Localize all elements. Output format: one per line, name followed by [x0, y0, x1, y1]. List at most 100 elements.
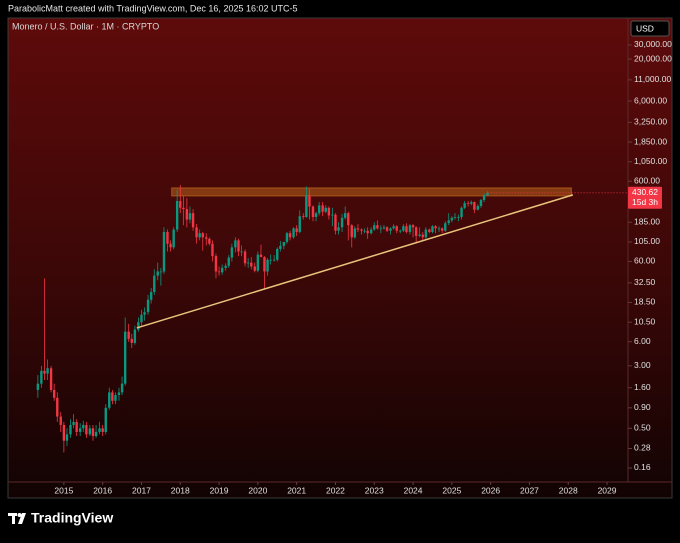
candle-body: [111, 392, 114, 401]
candle-body: [59, 416, 62, 425]
brand-logo: [8, 513, 26, 524]
candle-body: [72, 421, 75, 425]
candle-body: [447, 220, 450, 224]
candle-body: [399, 230, 402, 232]
candle-body: [123, 331, 127, 384]
candle-body: [353, 228, 357, 238]
candle-body: [402, 226, 405, 231]
candle-body: [52, 390, 56, 398]
candle-body: [424, 229, 428, 238]
candle-body: [146, 299, 150, 313]
candle-body: [94, 431, 98, 437]
candle-body: [470, 202, 473, 204]
candle-body: [437, 228, 441, 230]
candle-body: [288, 233, 292, 238]
candle-body: [230, 247, 234, 258]
candle-body: [269, 259, 272, 261]
candle-body: [457, 217, 460, 218]
candle-body: [169, 243, 172, 248]
candle-body: [153, 275, 156, 292]
y-tick-label: 0.90: [634, 402, 651, 412]
currency-box: [630, 20, 670, 37]
candle-body: [376, 225, 379, 229]
candle-body: [130, 338, 133, 343]
candle-body: [253, 266, 256, 271]
candle-body: [69, 424, 72, 435]
candle-body: [347, 213, 350, 226]
symbol-title: Monero / U.S. Dollar · 1M · CRYPTO: [12, 21, 159, 31]
candle-body: [172, 229, 175, 248]
candle-body: [263, 257, 266, 272]
candle-body: [356, 228, 360, 230]
y-tick-label: 0.28: [634, 443, 651, 453]
candle-body: [227, 257, 230, 266]
candle-body: [120, 383, 124, 393]
candle-body: [343, 213, 347, 218]
y-tick-label: 10.50: [634, 316, 656, 326]
candle-body: [246, 262, 250, 264]
x-tick-label: 2028: [559, 485, 578, 495]
y-tick-label: 1.60: [634, 382, 651, 392]
plot: [36, 184, 574, 453]
candle-body: [40, 370, 43, 384]
candle-body: [421, 234, 424, 238]
candle-body: [308, 195, 311, 207]
candle-body: [156, 271, 159, 276]
candle-body: [379, 228, 383, 230]
x-tick-label: 2027: [520, 485, 539, 495]
candle-body: [114, 394, 117, 401]
y-tick-label: 30,000.00: [634, 39, 672, 49]
y-tick-label: 1,850.00: [634, 136, 667, 146]
candle-body: [282, 241, 286, 246]
candle-body: [476, 205, 480, 210]
x-tick-label: 2029: [598, 485, 617, 495]
y-tick-label: 11,000.00: [634, 74, 671, 84]
y-tick-label: 105.00: [634, 236, 660, 246]
candle-body: [43, 370, 46, 374]
price-axis: 30,000.00 20,000.00 11,000.00 6,000.00 3,250…: [54, 20, 672, 495]
candle-body: [317, 205, 321, 214]
candle-body: [395, 226, 398, 231]
candle-body: [408, 225, 412, 232]
candle-body: [108, 392, 111, 408]
candle-body: [78, 428, 82, 432]
candle-body: [101, 428, 104, 432]
candle-body: [208, 238, 211, 244]
candle-body: [117, 392, 121, 395]
candle-body: [382, 227, 386, 229]
candle-body: [444, 223, 447, 231]
candle-body: [272, 259, 276, 261]
candle-body: [149, 291, 153, 300]
candle-body: [133, 329, 137, 343]
candle-body: [217, 271, 221, 273]
chart-area: [7, 17, 673, 499]
candle-body: [473, 202, 476, 210]
y-tick-label: 0.16: [634, 462, 651, 472]
candle-body: [143, 312, 146, 315]
trendline: [136, 194, 574, 329]
candle-body: [428, 229, 431, 232]
candle-body: [366, 230, 369, 234]
x-tick-label: 2015: [54, 485, 73, 495]
attribution: ParabolicMatt created with TradingView.c…: [8, 3, 297, 13]
candle-body: [460, 207, 463, 218]
x-tick-label: 2023: [365, 485, 384, 495]
y-tick-label: 32.50: [634, 277, 656, 287]
candle-body: [486, 192, 489, 196]
candle-body: [431, 226, 434, 232]
candle-body: [327, 207, 331, 216]
x-tick-label: 2024: [404, 485, 423, 495]
candle-body: [324, 207, 327, 212]
candle-body: [179, 201, 182, 208]
candle-body: [211, 243, 214, 257]
candle-body: [191, 213, 195, 228]
x-tick-label: 2016: [93, 485, 112, 495]
y-tick-label: 20,000.00: [634, 53, 672, 63]
candle-body: [385, 227, 389, 231]
candle-body: [175, 201, 179, 230]
candle-body: [373, 225, 376, 230]
candle-body: [75, 421, 78, 432]
candle-body: [185, 209, 189, 220]
candle-body: [334, 214, 337, 231]
candle-body: [195, 227, 198, 238]
